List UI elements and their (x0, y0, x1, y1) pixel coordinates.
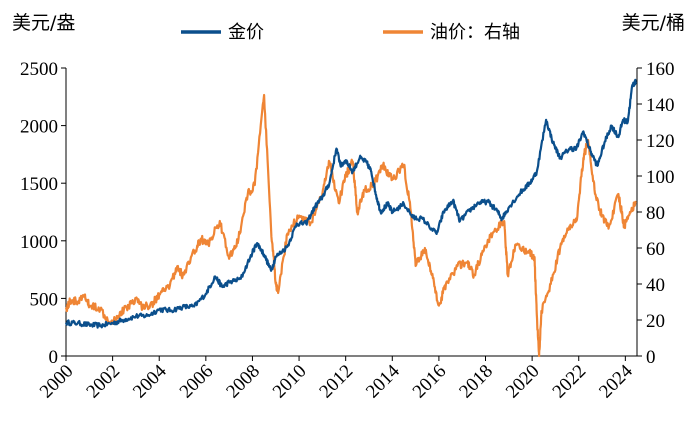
left-y-tick-label: 500 (30, 289, 59, 310)
x-tick-label: 2022 (549, 361, 591, 403)
right-y-tick-label: 80 (646, 203, 665, 224)
x-tick-label: 2016 (409, 361, 451, 403)
x-tick-label: 2008 (222, 361, 264, 403)
x-tick-label: 2002 (82, 361, 124, 403)
gold-price-line (64, 78, 637, 329)
oil-price-line (64, 93, 637, 358)
x-tick-label: 2020 (502, 361, 544, 403)
left-y-tick-label: 2000 (20, 117, 58, 138)
x-tick-label: 2000 (36, 361, 78, 403)
plot-area (64, 78, 637, 358)
left-y-tick-label: 1500 (20, 174, 58, 195)
right-y-tick-label: 120 (646, 131, 675, 152)
x-tick-label: 2024 (595, 360, 637, 402)
right-y-tick-label: 40 (646, 275, 665, 296)
right-y-tick-label: 100 (646, 167, 675, 188)
left-axis-unit: 美元/盎 (12, 12, 75, 34)
left-y-tick-label: 1000 (20, 232, 58, 253)
right-axis-unit: 美元/桶 (622, 12, 685, 34)
legend-label-oil: 油价：右轴 (430, 22, 520, 43)
legend: 金价 油价：右轴 (181, 22, 520, 43)
legend-label-gold: 金价 (228, 22, 264, 43)
right-y-tick-label: 0 (646, 347, 656, 368)
right-y-tick-label: 160 (646, 59, 675, 80)
right-y-tick-label: 20 (646, 311, 665, 332)
left-y-tick-label: 2500 (20, 59, 58, 80)
axes: 0 500 1000 1500 2000 2500 0 20 40 60 80 100 120 140 16… (20, 59, 675, 402)
x-tick-label: 2018 (455, 361, 497, 403)
x-tick-label: 2006 (176, 361, 218, 403)
right-y-tick-label: 140 (646, 95, 675, 116)
x-tick-label: 2014 (362, 360, 404, 402)
x-tick-label: 2004 (129, 360, 171, 402)
left-y-tick-label: 0 (49, 347, 59, 368)
x-tick-label: 2012 (315, 361, 357, 403)
x-tick-label: 2010 (269, 361, 311, 403)
right-y-tick-label: 60 (646, 239, 665, 260)
